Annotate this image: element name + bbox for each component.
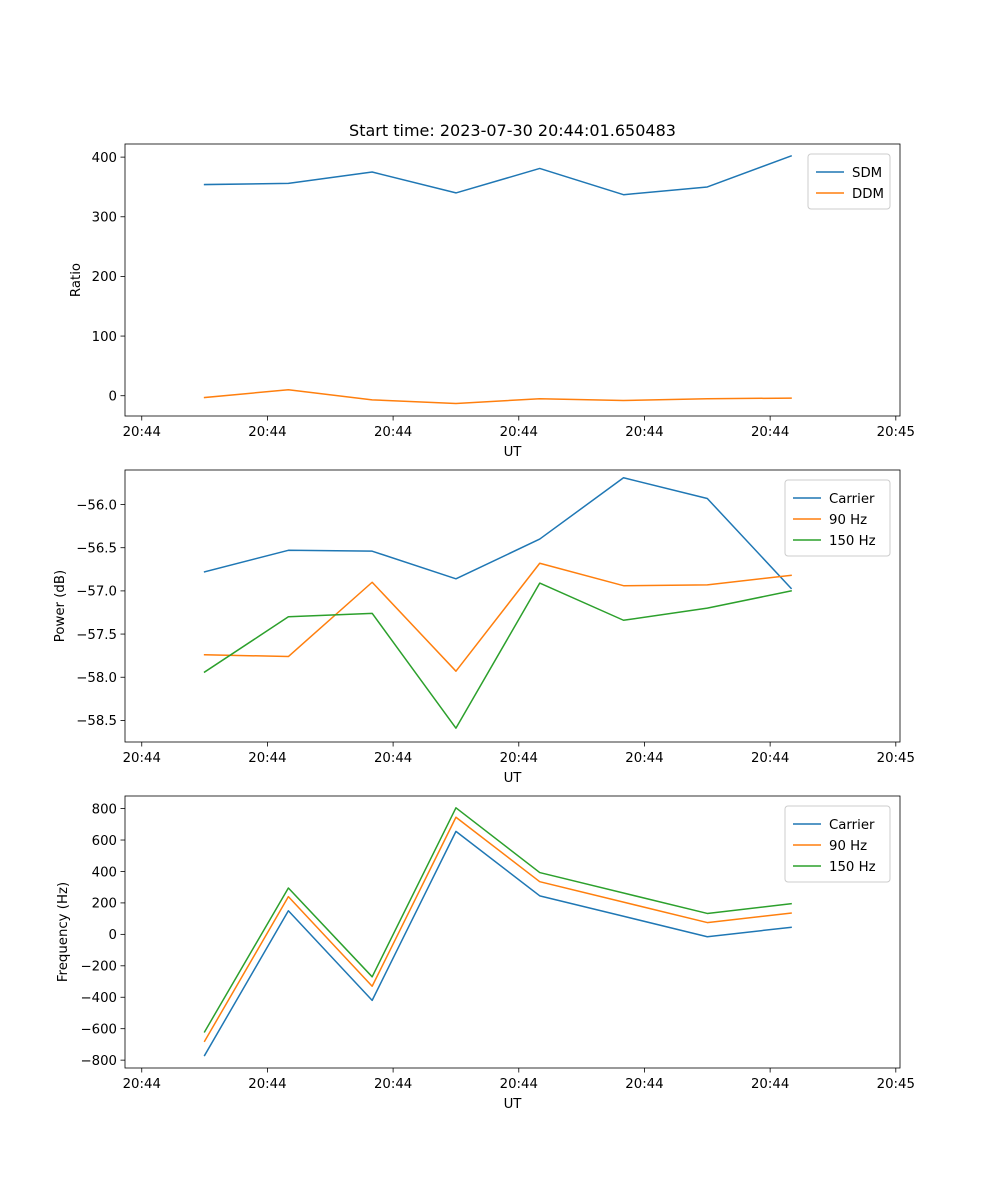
chart-title: Start time: 2023-07-30 20:44:01.650483	[349, 121, 676, 140]
y-tick-label: 200	[92, 270, 117, 285]
series-line-90-hz	[203, 562, 792, 672]
y-tick-label: −56.5	[76, 542, 117, 557]
legend-label: 150 Hz	[829, 860, 876, 875]
legend: SDM DDM	[807, 153, 891, 210]
legend-label: SDM	[852, 166, 882, 181]
legend-label: 90 Hz	[829, 839, 867, 854]
y-ticks: 800 600 400 200 0 −200 −400 −600 −800	[80, 802, 125, 1069]
x-tick-label: 20:45	[877, 1077, 915, 1092]
series-lines	[203, 154, 793, 405]
x-tick-label: 20:44	[751, 1077, 789, 1092]
subplot-3: 20:44 20:44 20:44 20:44 20:44 20:44 20:45 800 60…	[56, 795, 915, 1112]
legend-label: Carrier	[829, 818, 875, 833]
x-tick-label: 20:44	[248, 1077, 286, 1092]
x-ticks: 20:44 20:44 20:44 20:44 20:44 20:44 20:45	[123, 1068, 915, 1092]
axes-frame	[124, 143, 901, 417]
series-line-150-hz	[203, 582, 792, 729]
series-line-150-hz	[203, 807, 792, 1033]
x-tick-label: 20:45	[877, 425, 915, 440]
series-lines	[203, 477, 793, 729]
series-lines	[203, 807, 792, 1057]
x-tick-label: 20:44	[374, 425, 412, 440]
x-tick-label: 20:44	[751, 751, 789, 766]
y-axis-label: Power (dB)	[53, 570, 68, 642]
legend-label: 150 Hz	[829, 534, 876, 549]
legend-box	[807, 153, 891, 210]
legend-box	[784, 479, 891, 557]
x-axis-label: UT	[504, 1097, 523, 1112]
series-line-90-hz	[203, 816, 792, 1043]
y-tick-label: −56.0	[76, 498, 117, 513]
y-ticks: 0 100 200 300 400	[92, 151, 125, 405]
y-tick-label: −58.5	[76, 714, 117, 729]
x-tick-label: 20:44	[500, 425, 538, 440]
legend-label: DDM	[852, 187, 884, 202]
x-tick-label: 20:44	[751, 425, 789, 440]
legend: Carrier 90 Hz 150 Hz	[784, 805, 891, 883]
y-tick-label: 200	[92, 897, 117, 912]
x-axis-label: UT	[504, 771, 523, 786]
x-tick-label: 20:45	[877, 751, 915, 766]
y-tick-label: 100	[92, 330, 117, 345]
y-tick-label: −57.0	[76, 585, 117, 600]
x-tick-label: 20:44	[123, 1077, 161, 1092]
x-tick-label: 20:44	[374, 751, 412, 766]
subplot-1: 20:44 20:44 20:44 20:44 20:44 20:44 20:45 0 100 2…	[69, 121, 915, 460]
series-line-sdm	[203, 154, 793, 196]
x-tick-label: 20:44	[123, 751, 161, 766]
y-tick-label: −600	[80, 1022, 117, 1037]
series-line-carrier	[203, 477, 793, 590]
y-tick-label: 0	[109, 390, 117, 405]
x-tick-label: 20:44	[248, 425, 286, 440]
y-tick-label: 0	[109, 928, 117, 943]
y-tick-label: −58.0	[76, 671, 117, 686]
series-line-carrier	[203, 830, 792, 1057]
y-tick-label: −200	[80, 960, 117, 975]
y-ticks: −56.0 −56.5 −57.0 −57.5 −58.0 −58.5	[76, 498, 125, 729]
x-ticks: 20:44 20:44 20:44 20:44 20:44 20:44 20:45	[123, 416, 915, 440]
y-tick-label: −800	[80, 1054, 117, 1069]
x-tick-label: 20:44	[374, 1077, 412, 1092]
legend-label: 90 Hz	[829, 513, 867, 528]
legend-box	[784, 805, 891, 883]
axes-frame	[124, 795, 901, 1069]
y-tick-label: 400	[92, 151, 117, 166]
y-tick-label: −57.5	[76, 628, 117, 643]
x-tick-label: 20:44	[625, 751, 663, 766]
x-tick-label: 20:44	[248, 751, 286, 766]
series-line-ddm	[203, 389, 792, 405]
x-axis-label: UT	[504, 445, 523, 460]
y-tick-label: −400	[80, 991, 117, 1006]
y-tick-label: 600	[92, 834, 117, 849]
x-tick-label: 20:44	[625, 1077, 663, 1092]
y-tick-label: 400	[92, 865, 117, 880]
y-tick-label: 800	[92, 802, 117, 817]
legend-label: Carrier	[829, 492, 875, 507]
x-ticks: 20:44 20:44 20:44 20:44 20:44 20:44 20:45	[123, 742, 915, 766]
x-tick-label: 20:44	[500, 1077, 538, 1092]
axes-frame	[124, 469, 901, 743]
x-tick-label: 20:44	[123, 425, 161, 440]
y-axis-label: Frequency (Hz)	[56, 882, 71, 982]
y-tick-label: 300	[92, 211, 117, 226]
subplot-2: 20:44 20:44 20:44 20:44 20:44 20:44 20:45 −56.0…	[53, 469, 915, 786]
x-tick-label: 20:44	[500, 751, 538, 766]
x-tick-label: 20:44	[625, 425, 663, 440]
y-axis-label: Ratio	[69, 263, 84, 297]
legend: Carrier 90 Hz 150 Hz	[784, 479, 891, 557]
